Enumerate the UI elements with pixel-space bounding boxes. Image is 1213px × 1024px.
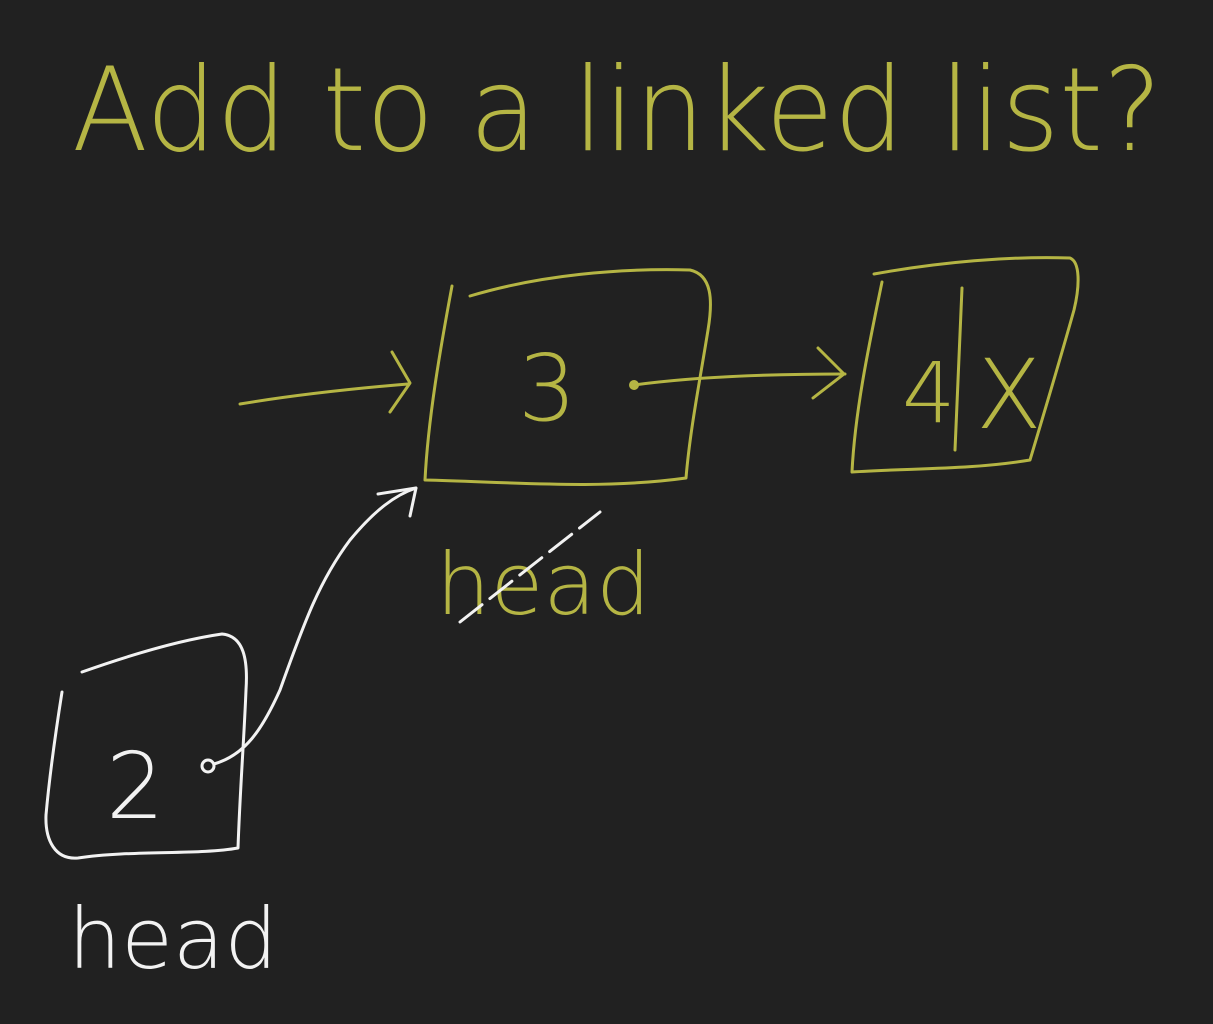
node-4-divider bbox=[953, 286, 964, 452]
node-4-value: 4 bbox=[902, 344, 955, 442]
node-4-box bbox=[850, 256, 1080, 474]
old-head-label: head bbox=[436, 535, 651, 635]
node-2-pointer-dot bbox=[200, 758, 216, 774]
node-2-box bbox=[44, 632, 248, 860]
node-3-value: 3 bbox=[518, 335, 577, 442]
link-3-to-4-arrow bbox=[632, 346, 847, 400]
node-3-box bbox=[423, 268, 712, 486]
old-head-strikethrough bbox=[458, 510, 602, 624]
new-head-label: head bbox=[68, 890, 278, 988]
link-2-to-3-arrow bbox=[212, 486, 418, 766]
diagram-title: Add to a linked list? bbox=[72, 43, 1162, 178]
node-2-value: 2 bbox=[106, 733, 165, 840]
incoming-arrow bbox=[238, 350, 412, 414]
node-4-null-pointer: X bbox=[976, 339, 1042, 451]
